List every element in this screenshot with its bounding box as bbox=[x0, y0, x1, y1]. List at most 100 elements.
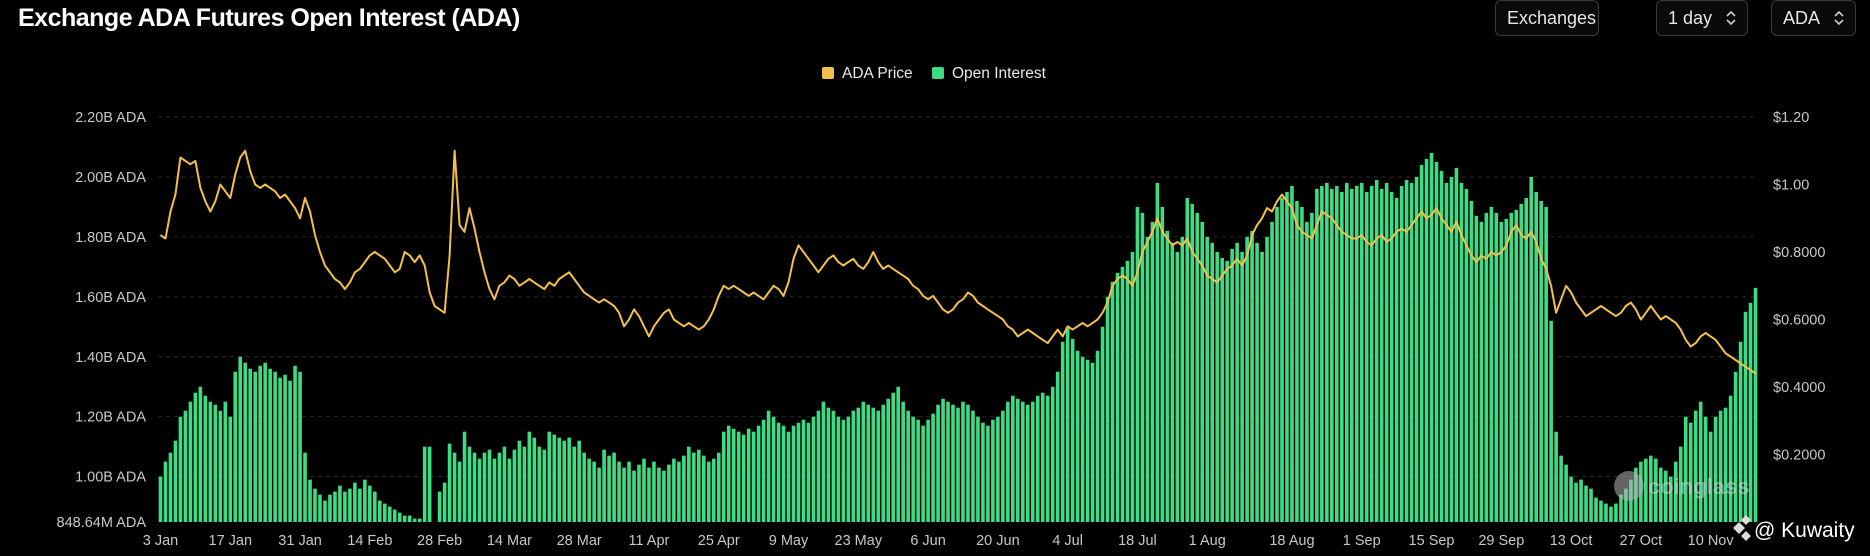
open-interest-bar[interactable] bbox=[996, 416, 1000, 522]
open-interest-bar[interactable] bbox=[981, 422, 985, 522]
open-interest-bar[interactable] bbox=[392, 509, 397, 522]
open-interest-bar[interactable] bbox=[1649, 455, 1653, 522]
open-interest-bar[interactable] bbox=[1683, 416, 1688, 522]
open-interest-bar[interactable] bbox=[1135, 206, 1140, 522]
open-interest-bar[interactable] bbox=[522, 446, 527, 522]
legend-label-ada-price[interactable]: ADA Price bbox=[842, 65, 913, 82]
open-interest-bar[interactable] bbox=[1140, 212, 1145, 522]
open-interest-bar[interactable] bbox=[1280, 197, 1284, 522]
open-interest-bar[interactable] bbox=[1125, 260, 1130, 522]
open-interest-bar[interactable] bbox=[1668, 476, 1673, 522]
open-interest-bar[interactable] bbox=[253, 371, 257, 522]
open-interest-bar[interactable] bbox=[1354, 185, 1359, 523]
open-interest-bar[interactable] bbox=[338, 485, 342, 522]
open-interest-bar[interactable] bbox=[1569, 476, 1573, 522]
open-interest-bar[interactable] bbox=[1344, 182, 1349, 522]
open-interest-bar[interactable] bbox=[1195, 212, 1200, 522]
open-interest-bar[interactable] bbox=[1479, 221, 1484, 522]
open-interest-bar[interactable] bbox=[1678, 446, 1683, 522]
open-interest-bar[interactable] bbox=[203, 395, 208, 522]
open-interest-bar[interactable] bbox=[921, 425, 925, 522]
open-interest-bar[interactable] bbox=[876, 410, 881, 522]
open-interest-bar[interactable] bbox=[811, 416, 816, 522]
open-interest-bar[interactable] bbox=[1364, 191, 1369, 523]
open-interest-bar[interactable] bbox=[716, 452, 721, 522]
open-interest-bar[interactable] bbox=[816, 410, 821, 522]
open-interest-bar[interactable] bbox=[1529, 176, 1534, 522]
open-interest-bar[interactable] bbox=[1524, 197, 1529, 522]
open-interest-bar[interactable] bbox=[507, 458, 512, 522]
open-interest-bar[interactable] bbox=[966, 404, 970, 522]
open-interest-bar[interactable] bbox=[457, 461, 462, 522]
open-interest-bar[interactable] bbox=[731, 428, 736, 522]
legend-swatch-ada-price[interactable] bbox=[822, 67, 834, 79]
open-interest-bar[interactable] bbox=[1733, 371, 1738, 522]
open-interest-bar[interactable] bbox=[387, 506, 392, 522]
unit-selector[interactable]: ADA bbox=[1771, 0, 1856, 36]
open-interest-bar[interactable] bbox=[582, 452, 586, 522]
open-interest-bar[interactable] bbox=[1220, 257, 1224, 522]
open-interest-bar[interactable] bbox=[1060, 341, 1065, 522]
open-interest-bar[interactable] bbox=[736, 431, 741, 522]
open-interest-bar[interactable] bbox=[1120, 266, 1125, 522]
open-interest-bar[interactable] bbox=[1285, 191, 1289, 523]
open-interest-bar[interactable] bbox=[1085, 359, 1090, 522]
open-interest-bar[interactable] bbox=[1095, 350, 1100, 522]
open-interest-bar[interactable] bbox=[1025, 404, 1030, 522]
open-interest-bar[interactable] bbox=[502, 446, 507, 522]
open-interest-bar[interactable] bbox=[1305, 221, 1309, 522]
open-interest-bar[interactable] bbox=[397, 512, 402, 522]
open-interest-bar[interactable] bbox=[333, 491, 337, 522]
open-interest-bar[interactable] bbox=[1205, 236, 1210, 523]
open-interest-bar[interactable] bbox=[1738, 341, 1743, 522]
open-interest-bar[interactable] bbox=[1369, 185, 1374, 523]
open-interest-bar[interactable] bbox=[193, 392, 198, 522]
open-interest-bar[interactable] bbox=[1021, 401, 1025, 522]
open-interest-bar[interactable] bbox=[1659, 467, 1663, 522]
open-interest-bar[interactable] bbox=[1050, 386, 1055, 522]
open-interest-bar[interactable] bbox=[1389, 191, 1394, 523]
open-interest-bar[interactable] bbox=[308, 479, 312, 522]
open-interest-bar[interactable] bbox=[1748, 302, 1753, 522]
open-interest-bar[interactable] bbox=[786, 431, 791, 522]
open-interest-bar[interactable] bbox=[1723, 407, 1728, 522]
open-interest-bar[interactable] bbox=[208, 401, 213, 522]
open-interest-bar[interactable] bbox=[706, 461, 711, 522]
open-interest-bar[interactable] bbox=[1459, 182, 1464, 522]
open-interest-bar[interactable] bbox=[1150, 221, 1155, 522]
open-interest-bar[interactable] bbox=[1419, 164, 1424, 522]
open-interest-bar[interactable] bbox=[826, 407, 831, 522]
open-interest-bar[interactable] bbox=[657, 467, 661, 522]
open-interest-bar[interactable] bbox=[866, 404, 871, 522]
open-interest-bar[interactable] bbox=[477, 458, 482, 522]
open-interest-bar[interactable] bbox=[263, 362, 267, 522]
open-interest-bar[interactable] bbox=[1718, 410, 1723, 522]
open-interest-bar[interactable] bbox=[632, 470, 636, 522]
open-interest-bar[interactable] bbox=[1559, 455, 1563, 522]
open-interest-bar[interactable] bbox=[652, 461, 656, 522]
open-interest-bar[interactable] bbox=[353, 482, 357, 522]
open-interest-bar[interactable] bbox=[1449, 176, 1454, 522]
open-interest-bar[interactable] bbox=[1439, 170, 1444, 522]
open-interest-bar[interactable] bbox=[856, 407, 861, 522]
open-interest-bar[interactable] bbox=[412, 518, 417, 522]
open-interest-bar[interactable] bbox=[462, 431, 467, 522]
open-interest-bar[interactable] bbox=[198, 386, 203, 522]
open-interest-bar[interactable] bbox=[766, 410, 771, 522]
open-interest-bar[interactable] bbox=[1399, 185, 1404, 523]
open-interest-bar[interactable] bbox=[258, 365, 262, 522]
ada-price-line[interactable] bbox=[159, 149, 1757, 375]
open-interest-bar[interactable] bbox=[941, 398, 945, 522]
open-interest-bar[interactable] bbox=[1554, 431, 1558, 522]
open-interest-bar[interactable] bbox=[1429, 152, 1434, 522]
open-interest-bar[interactable] bbox=[487, 449, 492, 522]
open-interest-bar[interactable] bbox=[667, 464, 671, 522]
open-interest-bar[interactable] bbox=[1070, 338, 1075, 522]
open-interest-bar[interactable] bbox=[557, 437, 562, 522]
open-interest-bar[interactable] bbox=[1703, 416, 1708, 522]
open-interest-bar[interactable] bbox=[1035, 395, 1040, 522]
open-interest-bar[interactable] bbox=[517, 440, 522, 522]
open-interest-bar[interactable] bbox=[622, 467, 626, 522]
open-interest-bar[interactable] bbox=[243, 362, 248, 522]
